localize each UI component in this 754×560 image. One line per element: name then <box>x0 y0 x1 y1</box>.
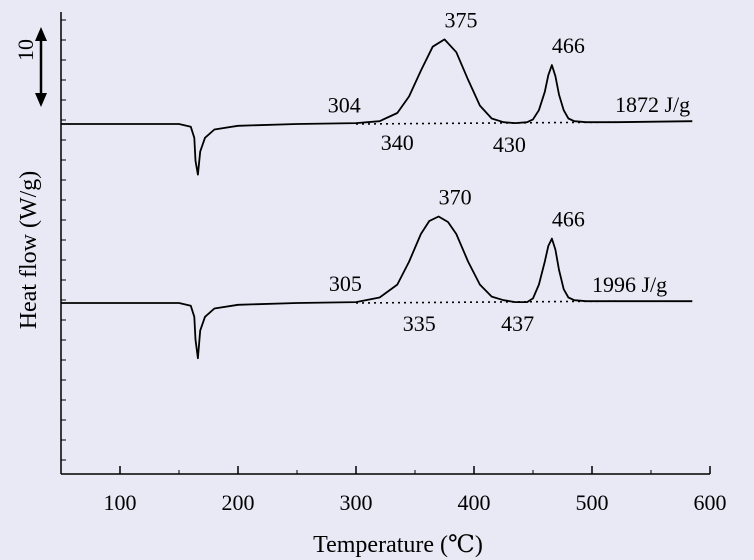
annotation-label: 340 <box>381 130 414 155</box>
heat-flow-curve-1 <box>61 38 693 176</box>
scale-bar-label: 10 <box>13 39 38 61</box>
x-tick-label: 400 <box>458 490 491 515</box>
annotation-label: 1996 J/g <box>592 272 667 297</box>
x-tick-label: 500 <box>576 490 609 515</box>
annotation-label: 466 <box>552 207 585 232</box>
annotation-label: 305 <box>329 271 362 296</box>
integration-baseline <box>355 300 616 304</box>
x-tick-label: 100 <box>104 490 137 515</box>
labels: Temperature (℃) Heat flow (W/g) 10 <box>13 39 483 558</box>
x-tick-label: 200 <box>222 490 255 515</box>
annotation-label: 437 <box>501 311 534 336</box>
x-tick-label: 300 <box>340 490 373 515</box>
x-axis-title: Temperature (℃) <box>313 532 483 558</box>
scale-bar-arrow <box>35 27 47 107</box>
heat-flow-curve-2 <box>61 215 693 360</box>
plot-area: 304 340 375 430 466 1872 J/g 305 335 370 437 466 19… <box>61 7 693 360</box>
x-tick-label: 600 <box>694 490 727 515</box>
y-axis-title: Heat flow (W/g) <box>16 171 42 330</box>
annotation-label: 370 <box>439 185 472 210</box>
axes: 100 200 300 400 500 600 <box>60 12 727 515</box>
annotation-label: 304 <box>328 93 361 118</box>
annotation-label: 335 <box>403 311 436 336</box>
integration-baseline <box>355 121 616 125</box>
annotation-label: 430 <box>493 132 526 157</box>
annotation-label: 466 <box>552 33 585 58</box>
annotation-label: 1872 J/g <box>615 92 690 117</box>
annotation-label: 375 <box>445 7 478 32</box>
